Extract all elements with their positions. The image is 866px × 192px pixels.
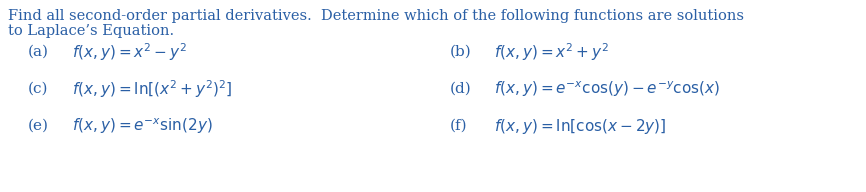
Text: (c): (c) [28, 82, 48, 96]
Text: $f(x, y) = \ln[\cos(x - 2y)]$: $f(x, y) = \ln[\cos(x - 2y)]$ [494, 117, 667, 136]
Text: $f(x, y) = e^{-x}\cos(y) - e^{-y}\cos(x)$: $f(x, y) = e^{-x}\cos(y) - e^{-y}\cos(x)… [494, 79, 720, 99]
Text: (f): (f) [450, 119, 468, 133]
Text: (d): (d) [450, 82, 472, 96]
Text: $f(x, y) = x^2 + y^2$: $f(x, y) = x^2 + y^2$ [494, 41, 609, 63]
Text: to Laplace’s Equation.: to Laplace’s Equation. [8, 24, 174, 38]
Text: (b): (b) [450, 45, 472, 59]
Text: (e): (e) [28, 119, 49, 133]
Text: $f(x, y) = x^2 - y^2$: $f(x, y) = x^2 - y^2$ [72, 41, 187, 63]
Text: (a): (a) [28, 45, 49, 59]
Text: Find all second-order partial derivatives.  Determine which of the following fun: Find all second-order partial derivative… [8, 9, 744, 23]
Text: $f(x, y) = e^{-x}\sin(2y)$: $f(x, y) = e^{-x}\sin(2y)$ [72, 116, 213, 136]
Text: $f(x, y) = \ln[(x^2 + y^2)^2]$: $f(x, y) = \ln[(x^2 + y^2)^2]$ [72, 78, 232, 100]
